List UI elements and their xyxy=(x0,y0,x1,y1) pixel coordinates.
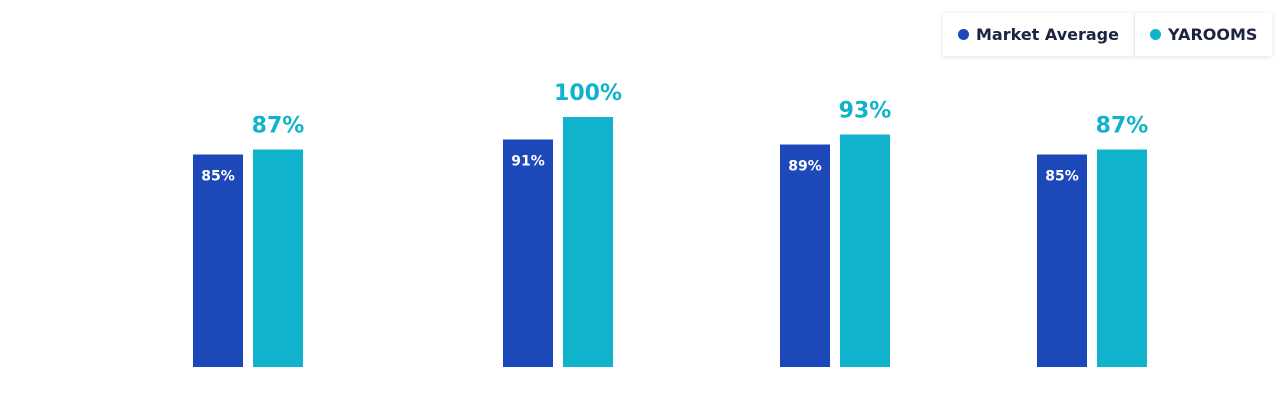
bar xyxy=(1037,154,1087,367)
bar xyxy=(193,154,243,367)
value-label: 89% xyxy=(788,159,822,175)
value-label: 85% xyxy=(1045,169,1079,185)
value-label: 91% xyxy=(511,154,545,170)
legend-item: Market Average xyxy=(943,13,1134,56)
bar xyxy=(780,144,830,367)
bar xyxy=(840,134,890,367)
legend-item: YAROOMS xyxy=(1135,13,1273,56)
value-label: 100% xyxy=(554,81,622,106)
value-label: 87% xyxy=(252,114,305,139)
value-label: 85% xyxy=(201,169,235,185)
legend-label: YAROOMS xyxy=(1168,25,1258,44)
value-label: 87% xyxy=(1096,114,1149,139)
bar xyxy=(563,117,613,367)
legend-swatch xyxy=(1150,29,1161,40)
legend-swatch xyxy=(958,29,969,40)
value-label: 93% xyxy=(839,99,892,124)
legend-label: Market Average xyxy=(976,25,1119,44)
bar xyxy=(253,149,303,367)
bar xyxy=(503,139,553,367)
bar xyxy=(1097,149,1147,367)
